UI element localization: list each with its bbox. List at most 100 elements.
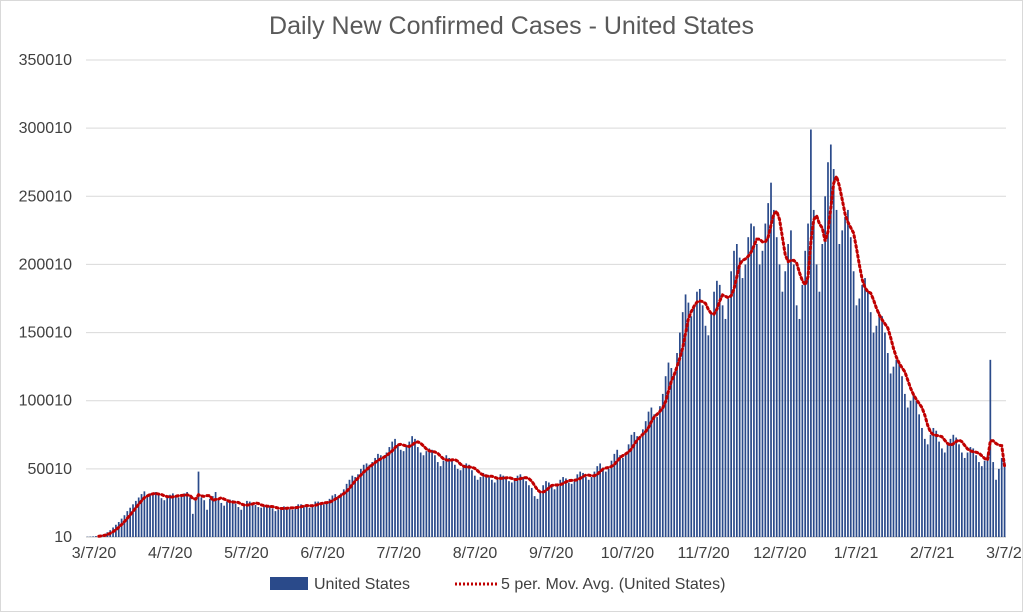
bar	[898, 362, 901, 537]
bar	[525, 481, 527, 537]
bar	[422, 455, 425, 537]
bar	[593, 471, 596, 537]
bar	[687, 302, 690, 537]
bar	[266, 504, 268, 537]
bar	[844, 216, 846, 538]
bar	[567, 482, 570, 537]
bar	[528, 485, 530, 537]
bar	[884, 332, 886, 537]
bar	[704, 325, 707, 537]
bar	[345, 483, 348, 537]
bar	[305, 507, 308, 537]
bar	[667, 362, 670, 537]
bar	[248, 501, 251, 537]
bar	[995, 479, 997, 537]
bar	[915, 400, 918, 537]
bar	[838, 243, 841, 538]
bar	[599, 463, 601, 537]
bar	[408, 441, 411, 537]
bar	[918, 414, 920, 537]
bar	[983, 460, 986, 537]
bar	[459, 470, 462, 537]
x-tick-label: 2/7/21	[910, 545, 955, 562]
x-tick-label: 7/7/20	[377, 545, 422, 562]
bar	[285, 507, 288, 537]
bar	[787, 243, 789, 538]
bar	[547, 482, 550, 537]
bar	[174, 495, 177, 537]
bar	[747, 237, 750, 537]
bar	[117, 522, 120, 537]
bar	[573, 479, 576, 537]
bar	[260, 507, 263, 537]
bar	[867, 291, 869, 537]
bar	[399, 449, 402, 537]
bar-series-united-states	[86, 129, 1006, 538]
bar	[226, 501, 228, 537]
bar	[431, 449, 433, 537]
bar	[864, 278, 866, 537]
bar	[228, 499, 231, 537]
bar	[411, 436, 413, 537]
bar	[197, 471, 200, 537]
bar	[923, 438, 926, 537]
bar	[901, 376, 903, 537]
bar	[246, 500, 248, 537]
bar	[271, 508, 274, 537]
bar	[516, 475, 519, 537]
bar	[493, 482, 496, 537]
x-tick-label: 11/7/20	[677, 545, 729, 562]
bar	[892, 366, 895, 537]
y-tick-label: 300010	[19, 120, 72, 137]
bar	[604, 471, 607, 537]
bar	[952, 434, 955, 537]
bar	[445, 455, 448, 537]
x-tick-label: 10/7/20	[601, 545, 654, 562]
bar	[755, 243, 758, 538]
bar	[223, 505, 225, 537]
bar	[764, 223, 767, 537]
bar	[496, 478, 499, 537]
bar	[707, 335, 710, 537]
bar	[946, 444, 949, 537]
bar	[143, 491, 146, 537]
bar	[479, 477, 482, 537]
bar	[388, 447, 391, 537]
bar	[257, 507, 260, 537]
bar	[206, 509, 208, 537]
bar	[852, 271, 855, 537]
bar	[334, 494, 337, 537]
bar	[636, 436, 638, 537]
bar	[684, 294, 687, 537]
bar	[1003, 462, 1006, 537]
bar	[456, 468, 459, 537]
bar	[203, 500, 206, 537]
bar	[735, 243, 738, 538]
bar	[670, 368, 673, 537]
x-tick-label: 9/7/20	[529, 545, 574, 562]
bar	[379, 455, 382, 537]
bar	[943, 452, 946, 537]
x-tick-label: 4/7/20	[148, 545, 193, 562]
bar	[980, 466, 983, 537]
bar	[807, 223, 809, 537]
bar	[360, 468, 362, 537]
bar	[488, 477, 490, 537]
bar	[610, 460, 613, 537]
bar	[200, 497, 203, 537]
bar	[641, 429, 644, 537]
bar	[941, 448, 943, 537]
bar	[576, 474, 579, 537]
bar	[633, 432, 636, 537]
bar	[998, 468, 1000, 537]
bar	[519, 474, 522, 537]
bar	[513, 479, 516, 537]
bar	[858, 298, 861, 537]
bar	[533, 496, 536, 537]
bar	[160, 498, 163, 537]
bar	[137, 497, 140, 537]
bar	[536, 498, 539, 537]
bar	[770, 182, 772, 537]
bar	[622, 457, 624, 537]
bar	[966, 452, 969, 537]
